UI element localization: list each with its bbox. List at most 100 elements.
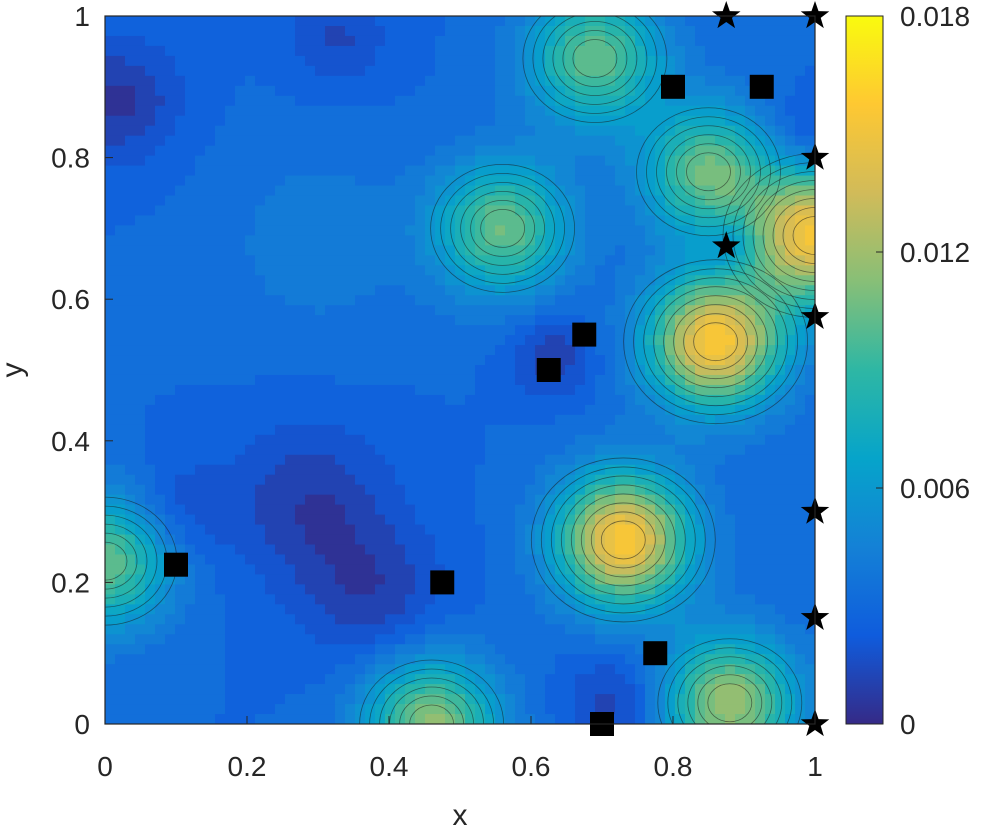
contour-cell xyxy=(705,135,716,147)
contour-cell xyxy=(785,544,796,556)
contour-cell xyxy=(205,215,216,227)
contour-cell xyxy=(475,25,486,37)
contour-cell xyxy=(285,654,296,665)
contour-cell xyxy=(285,315,296,326)
contour-cell xyxy=(505,544,516,556)
contour-cell xyxy=(635,474,646,486)
contour-cell xyxy=(475,125,486,137)
contour-cell xyxy=(595,325,606,336)
contour-cell xyxy=(275,235,286,246)
contour-cell xyxy=(615,295,626,306)
contour-cell xyxy=(275,365,286,376)
contour-cell xyxy=(415,574,426,585)
contour-cell xyxy=(305,365,316,376)
contour-cell xyxy=(245,235,256,246)
contour-cell xyxy=(145,55,156,67)
contour-cell xyxy=(145,115,156,127)
contour-cell xyxy=(385,584,396,595)
contour-cell xyxy=(345,215,356,227)
contour-cell xyxy=(115,165,126,177)
contour-cell xyxy=(755,105,766,117)
contour-cell xyxy=(565,684,576,695)
contour-cell xyxy=(175,265,186,276)
contour-cell xyxy=(305,165,316,177)
contour-cell xyxy=(135,454,146,466)
contour-cell xyxy=(225,444,236,456)
contour-cell xyxy=(755,434,766,446)
contour-cell xyxy=(605,85,616,97)
contour-cell xyxy=(545,95,556,107)
contour-cell xyxy=(205,235,216,246)
contour-cell xyxy=(545,295,556,306)
contour-cell xyxy=(315,145,326,157)
contour-cell xyxy=(415,554,426,566)
contour-cell xyxy=(165,235,176,246)
contour-cell xyxy=(365,215,376,227)
contour-cell xyxy=(625,325,636,336)
contour-cell xyxy=(685,404,696,416)
contour-cell xyxy=(385,355,396,366)
contour-cell xyxy=(785,55,796,67)
contour-cell xyxy=(715,235,726,246)
contour-cell xyxy=(405,275,416,286)
contour-cell xyxy=(575,644,586,655)
contour-cell xyxy=(165,504,176,516)
contour-cell xyxy=(715,474,726,486)
contour-cell xyxy=(265,604,276,615)
contour-cell xyxy=(755,634,766,645)
contour-cell xyxy=(735,604,746,615)
contour-cell xyxy=(185,394,196,406)
contour-cell xyxy=(645,305,656,316)
contour-cell xyxy=(115,345,126,356)
contour-cell xyxy=(625,135,636,147)
contour-cell xyxy=(325,35,336,47)
contour-cell xyxy=(205,404,216,416)
contour-cell xyxy=(315,654,326,665)
contour-cell xyxy=(565,414,576,426)
contour-cell xyxy=(295,295,306,306)
contour-cell xyxy=(235,65,246,77)
contour-cell xyxy=(705,444,716,456)
contour-cell xyxy=(405,135,416,147)
contour-cell xyxy=(805,35,815,47)
contour-cell xyxy=(735,624,746,635)
contour-cell xyxy=(255,305,266,316)
contour-cell xyxy=(285,235,296,246)
contour-cell xyxy=(725,454,736,466)
contour-cell xyxy=(195,694,206,705)
contour-cell xyxy=(555,504,566,516)
contour-cell xyxy=(435,714,446,724)
contour-cell xyxy=(105,644,116,655)
contour-cell xyxy=(205,614,216,625)
contour-cell xyxy=(225,75,236,87)
contour-cell xyxy=(655,345,666,356)
contour-cell xyxy=(345,155,356,167)
contour-cell xyxy=(215,634,226,645)
contour-cell xyxy=(115,285,126,296)
contour-cell xyxy=(685,295,696,306)
contour-cell xyxy=(225,195,236,207)
contour-cell xyxy=(625,115,636,127)
contour-cell xyxy=(665,454,676,466)
contour-cell xyxy=(455,25,466,37)
contour-cell xyxy=(165,325,176,336)
contour-cell xyxy=(275,55,286,67)
contour-cell xyxy=(125,185,136,197)
contour-cell xyxy=(585,165,596,177)
contour-cell xyxy=(795,634,806,645)
contour-cell xyxy=(255,534,266,546)
contour-cell xyxy=(195,215,206,227)
contour-cell xyxy=(645,275,656,286)
contour-cell xyxy=(315,205,326,217)
contour-cell xyxy=(135,644,146,655)
contour-cell xyxy=(545,444,556,456)
contour-cell xyxy=(345,614,356,625)
contour-cell xyxy=(585,414,596,426)
contour-cell xyxy=(315,185,326,197)
contour-cell xyxy=(695,654,706,665)
contour-cell xyxy=(765,524,776,536)
contour-cell xyxy=(545,45,556,57)
contour-cell xyxy=(315,574,326,585)
contour-cell xyxy=(745,434,756,446)
contour-cell xyxy=(125,305,136,316)
